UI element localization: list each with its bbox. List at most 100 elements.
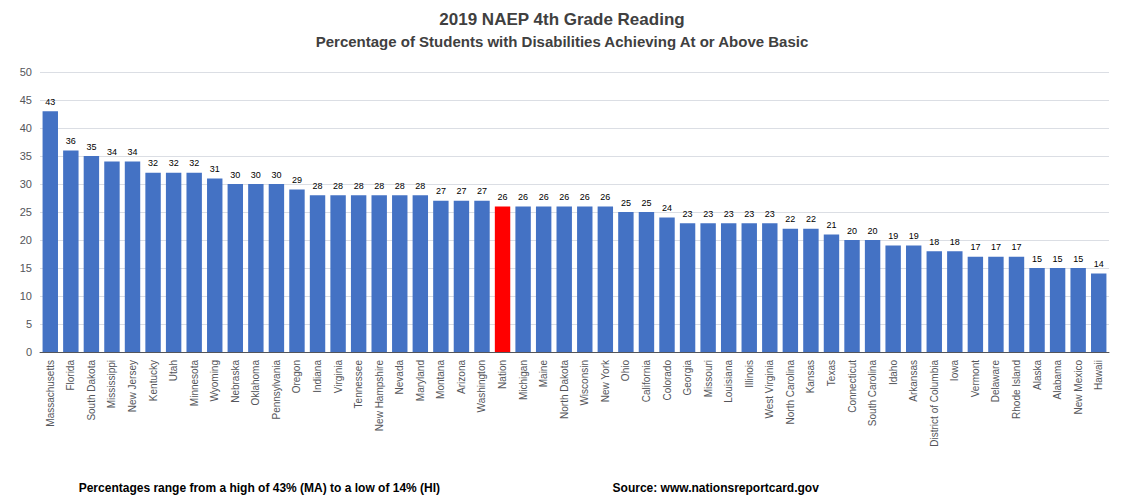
svg-text:32: 32 — [189, 158, 199, 168]
svg-text:32: 32 — [169, 158, 179, 168]
svg-text:Mississippi: Mississippi — [106, 360, 117, 408]
svg-text:Louisiana: Louisiana — [723, 360, 734, 403]
svg-text:10: 10 — [20, 290, 32, 302]
svg-text:24: 24 — [662, 203, 672, 213]
svg-text:30: 30 — [271, 170, 281, 180]
svg-text:Florida: Florida — [65, 360, 76, 391]
svg-text:32: 32 — [148, 158, 158, 168]
svg-text:Connecticut: Connecticut — [847, 360, 858, 413]
svg-text:45: 45 — [20, 94, 32, 106]
svg-text:25: 25 — [621, 198, 631, 208]
svg-text:Montana: Montana — [435, 360, 446, 399]
svg-text:Ohio: Ohio — [620, 360, 631, 382]
svg-text:20: 20 — [20, 234, 32, 246]
svg-text:18: 18 — [950, 237, 960, 247]
svg-text:Minnesota: Minnesota — [189, 360, 200, 407]
svg-text:Delaware: Delaware — [990, 360, 1001, 403]
svg-text:Nevada: Nevada — [394, 360, 405, 395]
svg-text:Percentages range from a high: Percentages range from a high of 43% (MA… — [79, 481, 440, 495]
svg-text:35: 35 — [20, 150, 32, 162]
svg-text:Source: www.nationsreportcard.: Source: www.nationsreportcard.gov — [613, 481, 820, 495]
svg-text:27: 27 — [456, 186, 466, 196]
svg-text:27: 27 — [436, 186, 446, 196]
svg-text:Maryland: Maryland — [415, 360, 426, 401]
svg-text:Alabama: Alabama — [1052, 360, 1063, 400]
svg-text:Arkansas: Arkansas — [908, 360, 919, 402]
svg-text:19: 19 — [888, 231, 898, 241]
svg-text:25: 25 — [641, 198, 651, 208]
svg-text:18: 18 — [929, 237, 939, 247]
svg-text:23: 23 — [724, 209, 734, 219]
svg-text:Georgia: Georgia — [682, 360, 693, 396]
svg-text:15: 15 — [1032, 254, 1042, 264]
svg-text:19: 19 — [909, 231, 919, 241]
svg-text:2019 NAEP 4th Grade Reading: 2019 NAEP 4th Grade Reading — [439, 10, 684, 29]
svg-text:40: 40 — [20, 122, 32, 134]
svg-text:District of Columbia: District of Columbia — [929, 360, 940, 447]
svg-text:Utah: Utah — [168, 360, 179, 381]
svg-text:Missouri: Missouri — [703, 360, 714, 397]
svg-text:28: 28 — [354, 181, 364, 191]
svg-text:22: 22 — [806, 214, 816, 224]
svg-text:27: 27 — [477, 186, 487, 196]
svg-text:Virginia: Virginia — [333, 360, 344, 394]
svg-text:26: 26 — [559, 192, 569, 202]
svg-text:28: 28 — [415, 181, 425, 191]
svg-text:34: 34 — [107, 147, 117, 157]
svg-text:Maine: Maine — [538, 360, 549, 388]
svg-text:South Dakota: South Dakota — [86, 360, 97, 421]
svg-text:26: 26 — [518, 192, 528, 202]
svg-text:Wyoming: Wyoming — [209, 360, 220, 402]
svg-text:36: 36 — [66, 136, 76, 146]
svg-text:23: 23 — [703, 209, 713, 219]
svg-text:Nation: Nation — [497, 360, 508, 389]
svg-text:15: 15 — [1053, 254, 1063, 264]
svg-text:Massachusetts: Massachusetts — [45, 360, 56, 427]
svg-text:Rhode Island: Rhode Island — [1011, 360, 1022, 419]
svg-text:Nebraska: Nebraska — [230, 360, 241, 403]
svg-text:California: California — [641, 360, 652, 403]
svg-text:28: 28 — [333, 181, 343, 191]
svg-text:Vermont: Vermont — [970, 360, 981, 397]
svg-text:Hawaii: Hawaii — [1093, 360, 1104, 390]
svg-text:15: 15 — [1073, 254, 1083, 264]
svg-text:28: 28 — [395, 181, 405, 191]
svg-text:25: 25 — [20, 206, 32, 218]
svg-text:30: 30 — [230, 170, 240, 180]
svg-text:28: 28 — [313, 181, 323, 191]
svg-text:New Jersey: New Jersey — [127, 360, 138, 412]
svg-text:Kentucky: Kentucky — [148, 360, 159, 401]
svg-text:Iowa: Iowa — [949, 360, 960, 382]
svg-text:Tennessee: Tennessee — [353, 360, 364, 409]
svg-text:West Virginia: West Virginia — [764, 360, 775, 419]
svg-text:30: 30 — [251, 170, 261, 180]
svg-text:Indiana: Indiana — [312, 360, 323, 393]
svg-text:20: 20 — [847, 226, 857, 236]
svg-text:Pennsylvania: Pennsylvania — [271, 360, 282, 420]
svg-text:50: 50 — [20, 66, 32, 78]
svg-text:14: 14 — [1094, 259, 1104, 269]
svg-text:Arizona: Arizona — [456, 360, 467, 394]
svg-text:Wisconsin: Wisconsin — [579, 360, 590, 406]
svg-text:Michigan: Michigan — [518, 360, 529, 400]
svg-text:35: 35 — [86, 142, 96, 152]
svg-text:15: 15 — [20, 262, 32, 274]
svg-text:Illinois: Illinois — [744, 360, 755, 388]
svg-text:31: 31 — [210, 164, 220, 174]
svg-text:23: 23 — [765, 209, 775, 219]
svg-text:20: 20 — [868, 226, 878, 236]
svg-text:5: 5 — [26, 318, 32, 330]
svg-text:New York: New York — [600, 359, 611, 402]
svg-text:23: 23 — [683, 209, 693, 219]
svg-text:26: 26 — [580, 192, 590, 202]
svg-text:Kansas: Kansas — [805, 360, 816, 393]
svg-text:17: 17 — [991, 242, 1001, 252]
svg-text:New Mexico: New Mexico — [1073, 360, 1084, 415]
svg-text:28: 28 — [374, 181, 384, 191]
svg-text:17: 17 — [1011, 242, 1021, 252]
svg-text:South Carolina: South Carolina — [867, 360, 878, 427]
svg-text:New Hampshire: New Hampshire — [374, 360, 385, 432]
svg-text:Colorado: Colorado — [662, 360, 673, 401]
svg-text:21: 21 — [826, 220, 836, 230]
svg-text:26: 26 — [600, 192, 610, 202]
